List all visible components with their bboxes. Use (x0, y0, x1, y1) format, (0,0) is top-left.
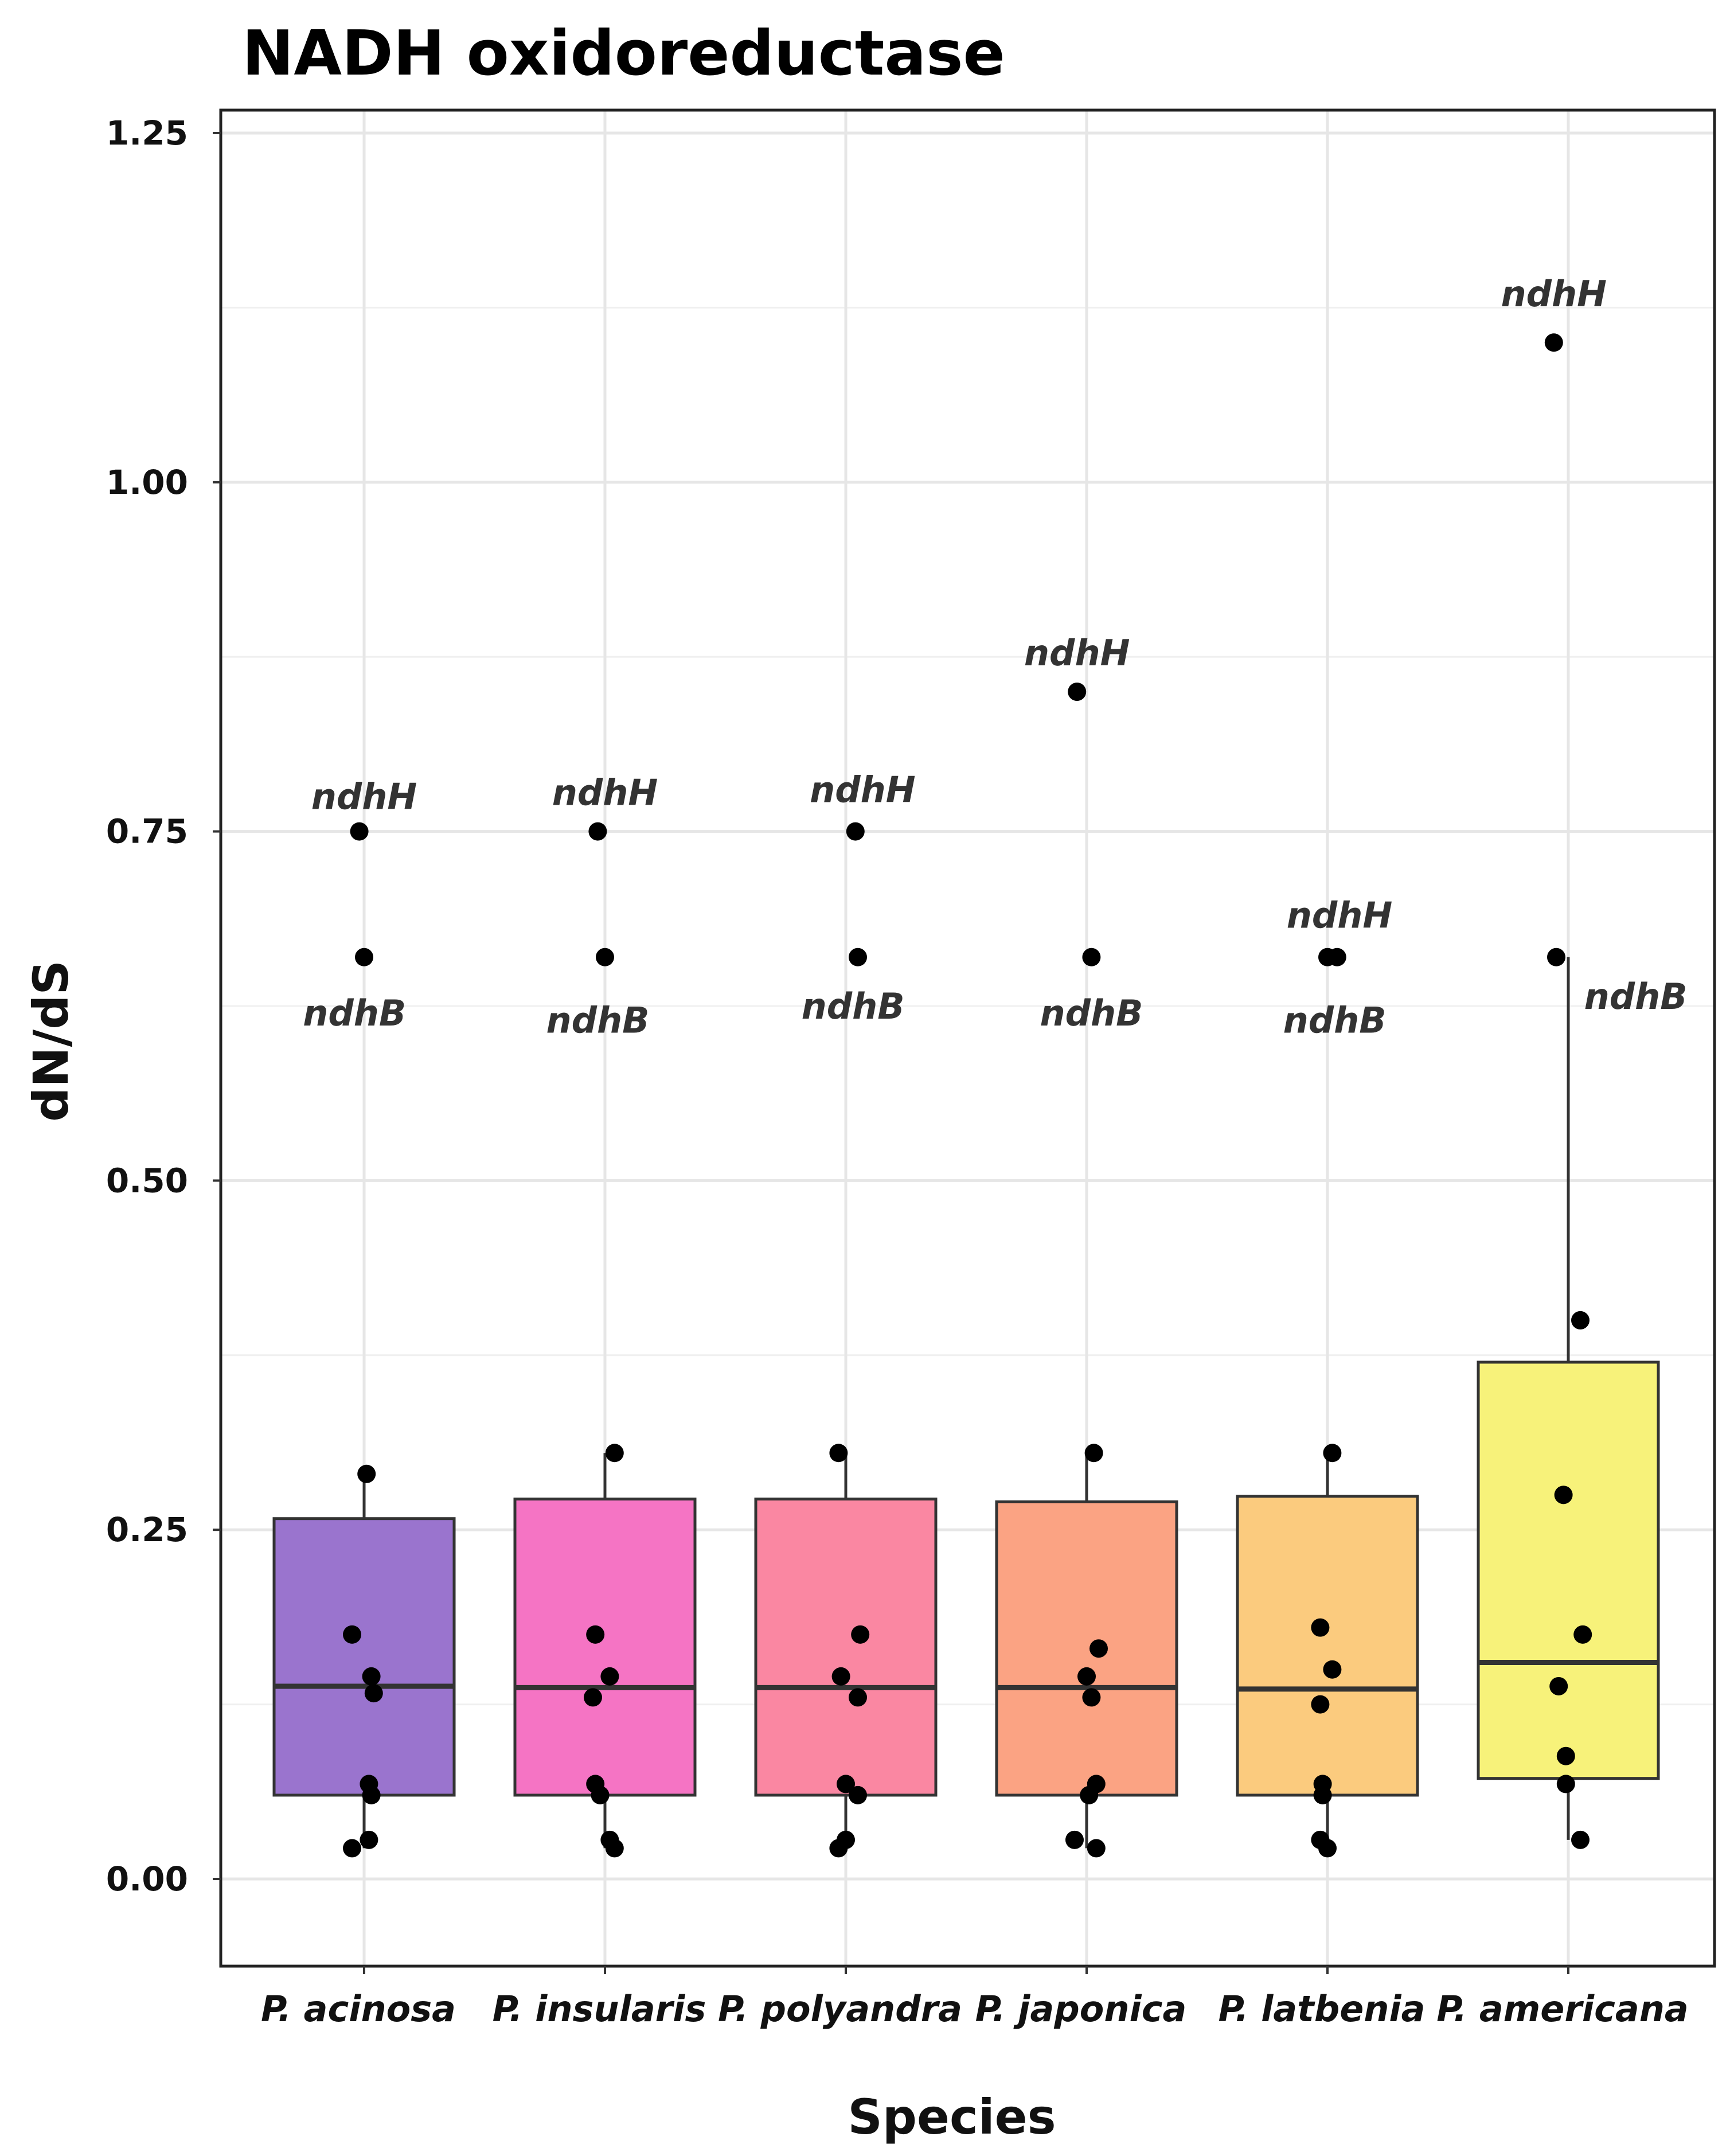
gene-label: ndhH (311, 776, 417, 818)
box-iqr (272, 1517, 456, 1797)
data-point (1323, 1660, 1342, 1679)
data-point (364, 1684, 383, 1703)
x-tick-label: P. americana (1436, 1988, 1688, 2030)
gene-label: ndhH (1287, 895, 1393, 937)
y-tick-label: 1.00 (106, 463, 188, 502)
box-2 (754, 1453, 938, 1849)
x-tick-label: P. latbenia (1219, 1988, 1426, 2030)
data-point (849, 948, 867, 966)
data-point (588, 822, 607, 841)
x-tick-label: P. insularis (493, 1988, 706, 2030)
y-axis-label: dN/dS (23, 960, 79, 1122)
data-point (350, 822, 369, 841)
data-point (1089, 1639, 1108, 1658)
data-point (1327, 948, 1346, 966)
box-5 (1477, 957, 1660, 1840)
x-tick-label: P. polyandra (718, 1988, 962, 2030)
gene-label: ndhB (802, 985, 905, 1027)
gene-label: ndhH (1024, 632, 1130, 674)
data-point (1082, 1688, 1101, 1707)
data-point (362, 1667, 381, 1686)
data-point (1318, 1839, 1337, 1858)
data-point (846, 822, 865, 841)
data-point (1080, 1785, 1099, 1804)
data-point (600, 1667, 619, 1686)
data-point (849, 1688, 867, 1707)
data-point (1077, 1667, 1096, 1686)
data-point (1082, 948, 1101, 966)
data-point (343, 1625, 361, 1644)
data-point (1323, 1444, 1342, 1463)
box-iqr (1477, 1360, 1660, 1780)
gene-label: ndhH (552, 771, 658, 813)
data-point (829, 1444, 848, 1463)
data-point (831, 1667, 850, 1686)
y-tick-label: 0.50 (106, 1161, 188, 1200)
box-iqr (995, 1500, 1178, 1797)
gene-label: ndhB (1584, 976, 1688, 1017)
data-point (355, 948, 373, 966)
data-point (1084, 1444, 1103, 1463)
box-iqr (513, 1498, 697, 1797)
data-point (1571, 1830, 1590, 1849)
gene-label: ndhH (810, 769, 916, 811)
box-iqr (1236, 1495, 1419, 1797)
x-axis-ticks: P. acinosa P. insularis P. polyandra P. jap… (261, 1966, 1689, 2030)
data-point (1544, 333, 1563, 352)
data-point (1311, 1695, 1330, 1714)
boxes (272, 957, 1660, 1849)
gene-label: ndhB (1040, 992, 1143, 1034)
data-point (584, 1688, 602, 1707)
data-point (605, 1839, 624, 1858)
data-point (829, 1839, 848, 1858)
data-point (1571, 1311, 1590, 1330)
x-axis-label: Species (848, 2089, 1056, 2145)
data-point (851, 1625, 870, 1644)
box-iqr (754, 1498, 938, 1797)
data-point (1554, 1486, 1573, 1504)
data-point (849, 1785, 867, 1804)
annotations: ndhH ndhB ndhH ndhB ndhH ndhB ndhH ndhB ndhH ndhB… (303, 273, 1687, 1041)
data-point (1313, 1785, 1332, 1804)
data-point (360, 1830, 378, 1849)
data-point (591, 1785, 610, 1804)
y-axis-ticks: 0.00 0.25 0.50 0.75 1.00 1.25 (106, 114, 221, 1898)
plot-background (221, 110, 1715, 1966)
data-point (1556, 1746, 1575, 1765)
box-3 (995, 1453, 1178, 1849)
gene-label: ndhB (546, 999, 649, 1041)
chart-title: NADH oxidoreductase (242, 18, 1005, 89)
data-point (837, 1775, 855, 1794)
data-point (1065, 1830, 1084, 1849)
y-tick-label: 0.00 (106, 1859, 188, 1898)
data-point (1068, 683, 1087, 701)
y-tick-label: 0.25 (106, 1510, 188, 1549)
data-point (1547, 948, 1565, 966)
data-point (1549, 1677, 1568, 1695)
y-tick-label: 1.25 (106, 114, 188, 153)
data-point (1087, 1839, 1106, 1858)
points (343, 333, 1592, 1858)
plot-panel-border (219, 108, 1716, 1968)
data-point (596, 948, 614, 966)
data-point (586, 1625, 605, 1644)
data-point (1556, 1775, 1575, 1794)
data-point (605, 1444, 624, 1463)
y-tick-label: 0.75 (106, 812, 188, 851)
data-point (1311, 1618, 1330, 1637)
x-tick-label: P. japonica (975, 1988, 1187, 2030)
data-point (1573, 1625, 1592, 1644)
data-point (362, 1785, 381, 1804)
data-point (343, 1839, 361, 1858)
data-point (357, 1464, 376, 1483)
gene-label: ndhB (303, 992, 406, 1034)
gene-label: ndhH (1501, 273, 1607, 315)
gene-label: ndhB (1283, 999, 1387, 1041)
grid (221, 110, 1715, 1966)
box-4 (1236, 1453, 1419, 1849)
x-tick-label: P. acinosa (261, 1988, 456, 2030)
